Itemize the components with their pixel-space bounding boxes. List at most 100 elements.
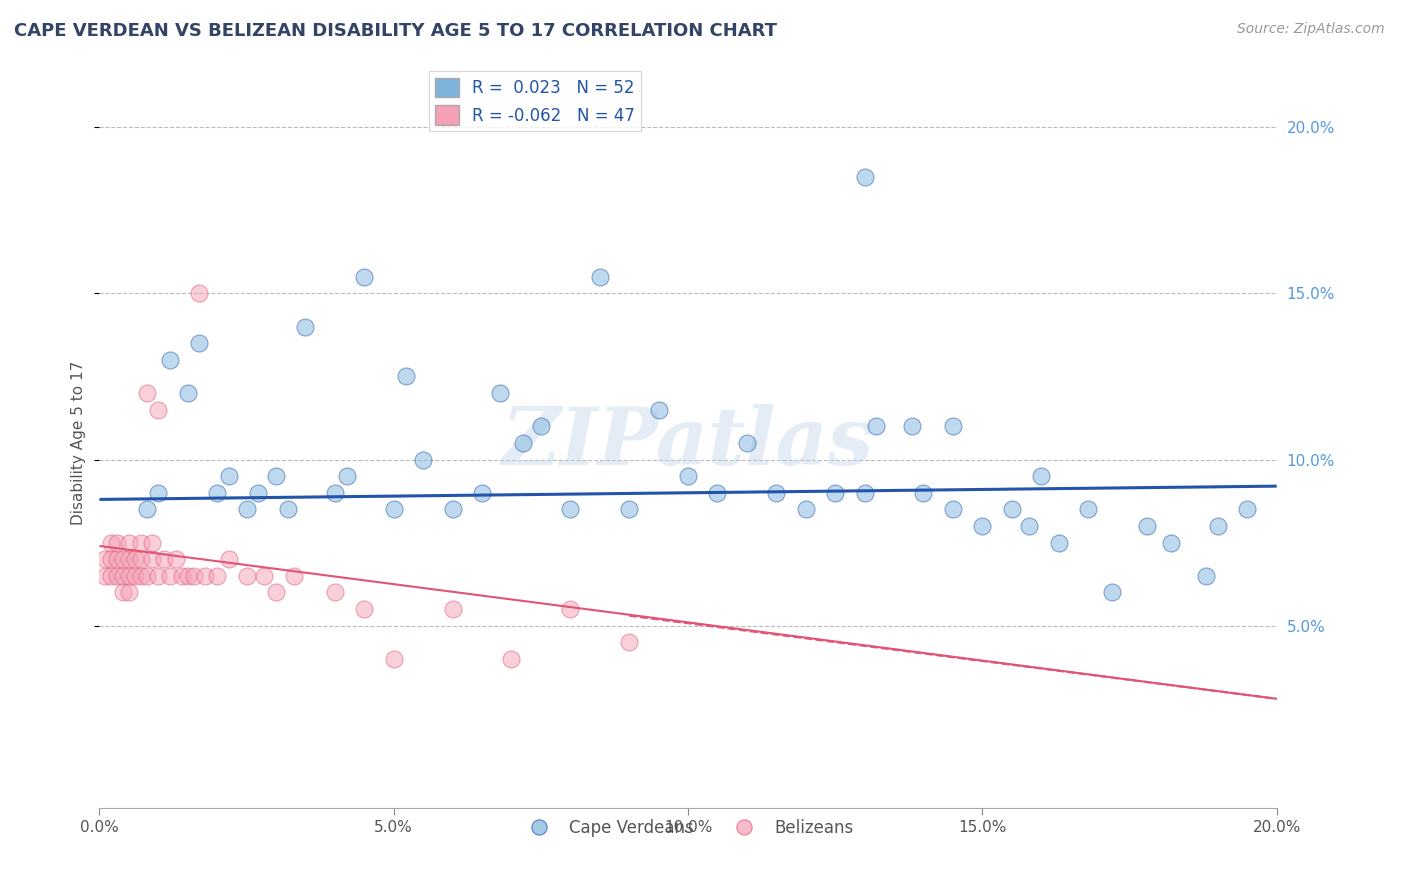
Point xyxy=(129,552,152,566)
Point xyxy=(159,569,181,583)
Text: ZIPatlas: ZIPatlas xyxy=(502,404,875,482)
Point xyxy=(1206,519,1229,533)
Point xyxy=(853,485,876,500)
Point xyxy=(100,552,122,566)
Point xyxy=(1077,502,1099,516)
Point xyxy=(235,569,257,583)
Point xyxy=(135,502,157,516)
Point xyxy=(676,469,699,483)
Point xyxy=(441,602,464,616)
Point xyxy=(247,485,270,500)
Point xyxy=(794,502,817,516)
Point xyxy=(530,419,553,434)
Point xyxy=(706,485,728,500)
Point xyxy=(188,336,211,351)
Point xyxy=(336,469,359,483)
Point xyxy=(942,419,965,434)
Point xyxy=(141,552,163,566)
Point xyxy=(205,485,228,500)
Point xyxy=(118,535,141,549)
Point xyxy=(912,485,935,500)
Point xyxy=(100,535,122,549)
Point xyxy=(94,569,117,583)
Point xyxy=(129,569,152,583)
Point xyxy=(765,485,787,500)
Point xyxy=(148,569,170,583)
Point xyxy=(135,569,157,583)
Point xyxy=(118,552,141,566)
Text: CAPE VERDEAN VS BELIZEAN DISABILITY AGE 5 TO 17 CORRELATION CHART: CAPE VERDEAN VS BELIZEAN DISABILITY AGE … xyxy=(14,22,778,40)
Point xyxy=(1136,519,1159,533)
Point xyxy=(177,569,200,583)
Point xyxy=(100,569,122,583)
Point xyxy=(283,569,305,583)
Point xyxy=(619,502,641,516)
Point xyxy=(194,569,217,583)
Point xyxy=(218,469,240,483)
Point xyxy=(124,552,146,566)
Point xyxy=(218,552,240,566)
Point xyxy=(865,419,887,434)
Point xyxy=(165,552,187,566)
Point xyxy=(264,585,287,599)
Point xyxy=(412,452,434,467)
Point xyxy=(647,402,669,417)
Text: Source: ZipAtlas.com: Source: ZipAtlas.com xyxy=(1237,22,1385,37)
Point xyxy=(235,502,257,516)
Point xyxy=(111,552,134,566)
Point xyxy=(323,585,346,599)
Point xyxy=(105,535,128,549)
Point xyxy=(382,652,405,666)
Point xyxy=(118,585,141,599)
Point xyxy=(942,502,965,516)
Point xyxy=(105,552,128,566)
Point xyxy=(124,569,146,583)
Point xyxy=(323,485,346,500)
Point xyxy=(1101,585,1123,599)
Point xyxy=(111,569,134,583)
Point xyxy=(972,519,994,533)
Point xyxy=(1236,502,1258,516)
Point xyxy=(135,386,157,401)
Point xyxy=(1160,535,1182,549)
Point xyxy=(619,635,641,649)
Point xyxy=(205,569,228,583)
Point xyxy=(170,569,193,583)
Point xyxy=(183,569,205,583)
Point xyxy=(1031,469,1053,483)
Point xyxy=(148,485,170,500)
Point xyxy=(264,469,287,483)
Point xyxy=(824,485,846,500)
Point xyxy=(159,352,181,367)
Point xyxy=(1018,519,1040,533)
Point xyxy=(853,170,876,185)
Point xyxy=(441,502,464,516)
Point xyxy=(277,502,299,516)
Point xyxy=(111,585,134,599)
Point xyxy=(735,436,758,450)
Point xyxy=(105,569,128,583)
Point xyxy=(294,319,316,334)
Point xyxy=(353,269,375,284)
Point xyxy=(900,419,922,434)
Point xyxy=(512,436,534,450)
Point xyxy=(118,569,141,583)
Point xyxy=(153,552,176,566)
Point xyxy=(148,402,170,417)
Point xyxy=(560,602,582,616)
Point xyxy=(253,569,276,583)
Point xyxy=(382,502,405,516)
Point xyxy=(560,502,582,516)
Point xyxy=(188,286,211,301)
Y-axis label: Disability Age 5 to 17: Disability Age 5 to 17 xyxy=(72,361,86,525)
Point xyxy=(394,369,416,384)
Point xyxy=(94,552,117,566)
Point xyxy=(353,602,375,616)
Point xyxy=(471,485,494,500)
Legend: Cape Verdeans, Belizeans: Cape Verdeans, Belizeans xyxy=(516,813,860,844)
Point xyxy=(141,535,163,549)
Point xyxy=(1195,569,1218,583)
Point xyxy=(501,652,523,666)
Point xyxy=(1047,535,1070,549)
Point xyxy=(177,386,200,401)
